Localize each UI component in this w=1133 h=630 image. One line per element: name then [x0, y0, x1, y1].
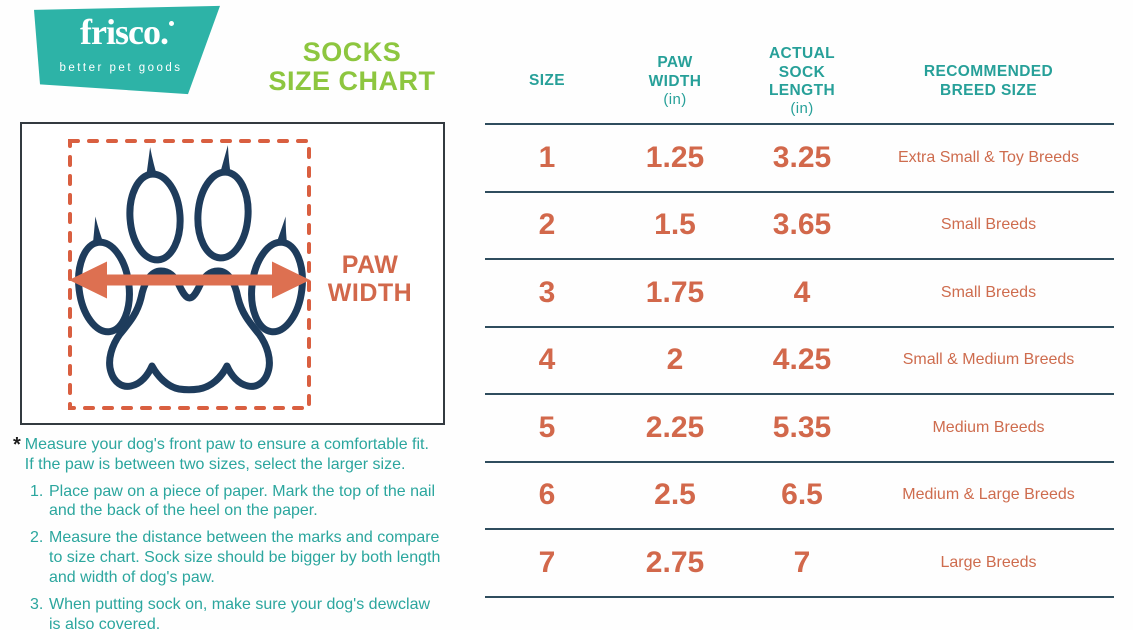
column-header-sock-length-label: ACTUAL SOCK LENGTH — [768, 45, 836, 99]
cell-breed: Small Breeds — [940, 283, 1037, 301]
column-header-paw-width-label: PAW WIDTH — [648, 54, 702, 90]
column-header-size-label: SIZE — [528, 72, 566, 90]
brand-name: frisco. — [34, 12, 220, 52]
table-row: 4 2 4.25 Small & Medium Breeds — [485, 328, 1114, 395]
notes-intro-text: Measure your dog's front paw to ensure a… — [25, 435, 429, 475]
page-title: SOCKS SIZE CHART — [252, 38, 452, 95]
cell-sock-length: 3.25 — [772, 140, 832, 174]
cell-paw-width: 2.25 — [645, 410, 705, 444]
table-header-row: SIZE PAW WIDTH (in) ACTUAL SOCK LENGTH (… — [485, 40, 1114, 125]
paw-width-arrow-icon — [69, 261, 310, 299]
table-row: 6 2.5 6.5 Medium & Large Breeds — [485, 463, 1114, 530]
table-row: 5 2.25 5.35 Medium Breeds — [485, 395, 1114, 463]
paw-width-label-line1: PAW — [341, 251, 399, 279]
cell-size: 3 — [538, 275, 556, 309]
brand-tagline: better pet goods — [59, 62, 183, 74]
cell-size: 1 — [538, 140, 556, 174]
cell-sock-length: 6.5 — [781, 478, 823, 512]
notes-intro-line2: If the paw is between two sizes, select … — [24, 455, 406, 473]
note-step-number: 3. — [30, 595, 44, 613]
cell-paw-width: 2.5 — [654, 478, 696, 512]
cell-size: 4 — [538, 343, 556, 377]
dashed-measure-rect — [68, 139, 311, 410]
paw-width-label: PAW WIDTH — [318, 251, 422, 307]
cell-breed: Small Breeds — [940, 216, 1037, 234]
note-step-number: 1. — [30, 482, 44, 500]
cell-breed: Extra Small & Toy Breeds — [897, 148, 1080, 166]
measuring-notes: * Measure your dog's front paw to ensure… — [13, 435, 481, 630]
column-header-sock-length: ACTUAL SOCK LENGTH (in) — [741, 40, 863, 123]
table-row: 3 1.75 4 Small Breeds — [485, 260, 1114, 328]
table-body: 1 1.25 3.25 Extra Small & Toy Breeds 2 1… — [485, 125, 1114, 598]
cell-size: 7 — [538, 545, 556, 579]
paw-toe-outlines — [75, 168, 306, 336]
column-header-breed-size: RECOMMENDED BREED SIZE — [863, 40, 1114, 123]
page-title-line1: SOCKS — [302, 37, 402, 67]
cell-sock-length: 7 — [793, 545, 811, 579]
size-table: SIZE PAW WIDTH (in) ACTUAL SOCK LENGTH (… — [485, 40, 1114, 598]
paw-diagram-box — [20, 122, 445, 425]
asterisk-marker: * — [13, 434, 21, 456]
claw-icons — [92, 145, 288, 250]
cell-breed: Small & Medium Breeds — [902, 351, 1075, 369]
cell-paw-width: 1.25 — [645, 140, 705, 174]
cell-breed: Large Breeds — [940, 553, 1037, 571]
column-header-breed-size-label: RECOMMENDED BREED SIZE — [923, 63, 1054, 99]
brand-name-text: frisco. — [80, 12, 169, 52]
paw-pad-outline — [106, 267, 273, 394]
note-step-text: Place paw on a piece of paper. Mark the … — [49, 482, 436, 520]
note-step: 1. Place paw on a piece of paper. Mark th… — [30, 482, 481, 522]
column-header-paw-width-unit: (in) — [663, 90, 687, 108]
cell-sock-length: 4.25 — [772, 343, 832, 377]
cell-breed: Medium & Large Breeds — [902, 486, 1075, 504]
paw-width-label-line2: WIDTH — [327, 279, 413, 307]
note-step-text: When putting sock on, make sure your dog… — [49, 595, 431, 630]
cell-sock-length: 5.35 — [772, 410, 832, 444]
cell-sock-length: 3.65 — [772, 208, 832, 242]
cell-paw-width: 1.5 — [654, 208, 696, 242]
column-header-sock-length-unit: (in) — [790, 100, 814, 118]
cell-size: 2 — [538, 208, 556, 242]
cell-paw-width: 2 — [666, 343, 684, 377]
note-step-text: Measure the distance between the marks a… — [49, 529, 441, 586]
cell-paw-width: 1.75 — [645, 275, 705, 309]
cell-breed: Medium Breeds — [932, 418, 1045, 436]
frisco-logo: frisco. better pet goods — [34, 5, 220, 95]
table-row: 1 1.25 3.25 Extra Small & Toy Breeds — [485, 125, 1114, 193]
notes-steps: 1. Place paw on a piece of paper. Mark th… — [30, 482, 481, 630]
notes-intro: * Measure your dog's front paw to ensure… — [13, 435, 481, 475]
note-step: 3. When putting sock on, make sure your d… — [30, 595, 481, 630]
cell-size: 6 — [538, 478, 556, 512]
cell-size: 5 — [538, 410, 556, 444]
page-title-line2: SIZE CHART — [268, 65, 436, 96]
cell-sock-length: 4 — [793, 275, 811, 309]
registered-mark-icon — [168, 21, 174, 26]
cell-paw-width: 2.75 — [645, 545, 705, 579]
table-row: 2 1.5 3.65 Small Breeds — [485, 193, 1114, 260]
table-row: 7 2.75 7 Large Breeds — [485, 530, 1114, 598]
note-step-number: 2. — [30, 529, 44, 547]
paw-diagram-icon — [68, 139, 311, 410]
column-header-size: SIZE — [485, 40, 609, 123]
column-header-paw-width: PAW WIDTH (in) — [609, 40, 741, 123]
notes-intro-line1: Measure your dog's front paw to ensure a… — [24, 436, 429, 453]
note-step: 2. Measure the distance between the marks… — [30, 528, 481, 587]
